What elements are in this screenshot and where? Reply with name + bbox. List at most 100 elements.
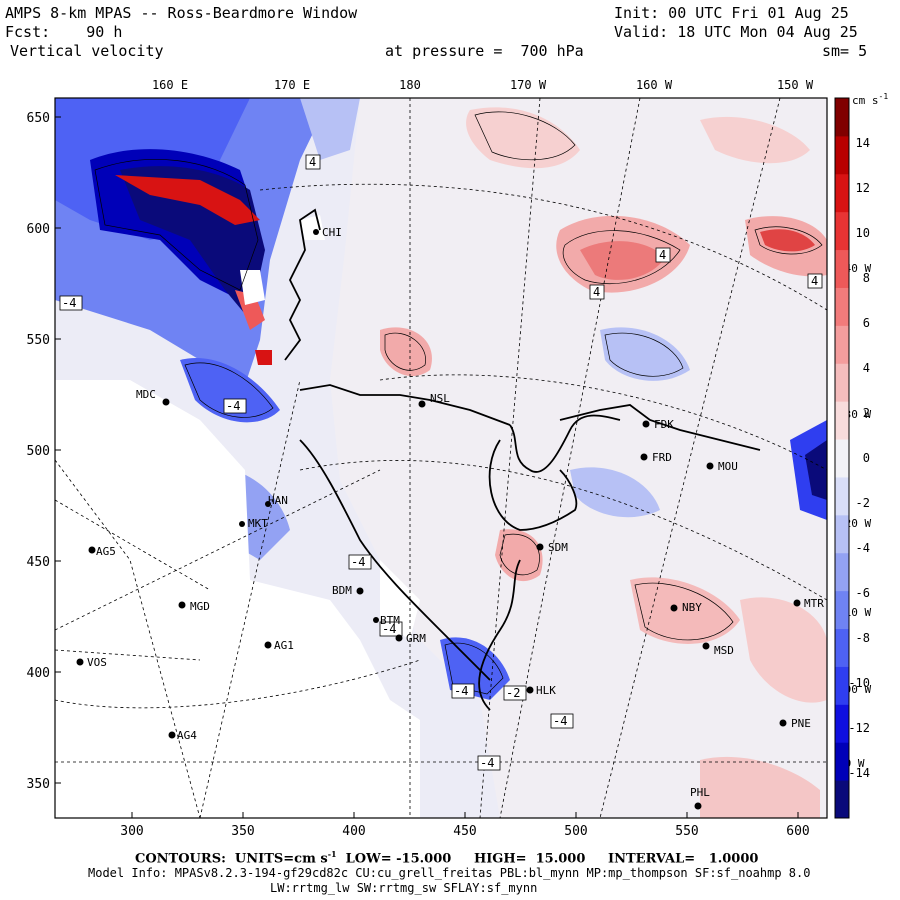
contours-units-exp: -1 xyxy=(327,849,337,859)
station-label: PHL xyxy=(690,786,710,799)
station-label: PNE xyxy=(791,717,811,730)
smoothing: sm= 5 xyxy=(822,42,868,60)
colorbar-tick-label: 6 xyxy=(863,316,870,330)
colorbar-swatch xyxy=(835,249,849,288)
colorbar-tick-label: -4 xyxy=(856,541,870,555)
colorbar-swatch xyxy=(835,742,849,781)
lon-label: 150 W xyxy=(777,78,814,92)
colorbar-swatch xyxy=(835,325,849,364)
x-tick-label: 350 xyxy=(231,824,254,839)
station-label: MKT xyxy=(248,517,268,530)
station-label: HLK xyxy=(536,684,556,697)
fcst-label: Fcst: xyxy=(5,23,51,41)
x-tick-label: 550 xyxy=(675,824,698,839)
colorbar-units: cm s-1 xyxy=(852,92,888,107)
colorbar-swatch xyxy=(835,590,849,630)
contour-label: -4 xyxy=(226,399,240,413)
contour-label: -4 xyxy=(351,555,365,569)
colorbar-swatch xyxy=(835,135,849,175)
pressure-level: at pressure = 700 hPa xyxy=(385,42,584,60)
colorbar-swatch xyxy=(835,287,849,326)
longitude-labels-top: 160 E 170 E 180 170 W 160 W 150 W xyxy=(152,78,814,92)
graticule xyxy=(54,97,828,819)
init-time: Init: 00 UTC Fri 01 Aug 25 xyxy=(614,4,849,22)
y-tick-label: 650 xyxy=(27,111,50,126)
contour-low: LOW= -15.000 xyxy=(345,851,452,867)
station-label: MDC xyxy=(136,388,156,401)
colorbar-swatch xyxy=(835,211,849,251)
y-tick-label: 350 xyxy=(27,777,50,792)
contour-label: -2 xyxy=(506,686,520,700)
lon-label: 170 E xyxy=(274,78,310,92)
colorbar-swatch xyxy=(835,401,849,440)
station-label: NSL xyxy=(430,392,450,405)
colorbar-swatch xyxy=(835,628,849,667)
station-label: FDK xyxy=(654,418,674,431)
forecast-label: Fcst: 90 h xyxy=(5,24,122,41)
y-tick-label: 500 xyxy=(27,444,50,459)
contour-info: CONTOURS: UNITS=cm s-1 LOW= -15.000 HIGH… xyxy=(135,849,758,866)
contour-label: -4 xyxy=(454,684,468,698)
model-info: Model Info: MPASv8.2.3-194-gf29cd82c CU:… xyxy=(88,866,811,880)
contour-label: -4 xyxy=(382,622,396,636)
contour-label: -4 xyxy=(553,714,567,728)
contour-label: 4 xyxy=(659,248,666,262)
station-label: CHI xyxy=(322,226,342,239)
contour-label: 4 xyxy=(811,274,818,288)
colorbar-tick-labels: 14 12 10 8 6 4 2 0 -2 -4 -6 -8 -10 -12 -14 xyxy=(848,136,870,780)
station-label: FRD xyxy=(652,451,672,464)
station-label: HAN xyxy=(268,494,288,507)
colorbar-tick-label: 14 xyxy=(856,136,870,150)
colorbar-swatch xyxy=(835,514,849,554)
valid-time: Valid: 18 UTC Mon 04 Aug 25 xyxy=(614,23,858,41)
station-label: AG5 xyxy=(96,545,116,558)
map-frame xyxy=(54,97,828,819)
colorbar-swatch xyxy=(835,704,849,743)
colorbar-tick-label: -10 xyxy=(848,676,870,690)
station-label: MTR xyxy=(804,597,824,610)
station-label: AG4 xyxy=(177,729,197,742)
contour-high: HIGH= 15.000 xyxy=(473,851,586,867)
station-label: BDM xyxy=(332,584,352,597)
colorbar-frame xyxy=(834,97,850,819)
station-label: GRM xyxy=(406,632,426,645)
station-label: MOU xyxy=(718,460,738,473)
contour-label: 4 xyxy=(309,155,316,169)
colorbar-swatch xyxy=(835,98,849,137)
station-label: AG1 xyxy=(274,639,294,652)
colorbar-tick-label: 12 xyxy=(856,181,870,195)
lon-label: 160 E xyxy=(152,78,188,92)
svg-text:cm s-1: cm s-1 xyxy=(852,92,888,107)
colorbar-tick-label: 2 xyxy=(863,406,870,420)
station-label: BTM xyxy=(380,614,400,627)
colorbar-swatch xyxy=(835,363,849,402)
station-label: SDM xyxy=(548,541,568,554)
colorbar-units-exp: -1 xyxy=(879,92,889,101)
contour-label: -4 xyxy=(62,296,76,310)
x-tick-label: 300 xyxy=(120,824,143,839)
coastline xyxy=(284,208,761,711)
lon-label: 180 xyxy=(399,78,421,92)
colorbar-swatch xyxy=(835,439,849,478)
colorbar-tick-label: -2 xyxy=(856,496,870,510)
contours xyxy=(94,111,823,695)
lon-label: 170 W xyxy=(510,78,547,92)
lon-label: 160 W xyxy=(636,78,673,92)
colorbar-units-text: cm s xyxy=(852,94,879,107)
colorbar-tick-label: -8 xyxy=(856,631,870,645)
colorbar-swatch xyxy=(835,476,849,516)
station-label: NBY xyxy=(682,601,702,614)
fcst-value: 90 h xyxy=(86,23,123,41)
contour-labels: 4 4 4 4 -4 -4 -4 -4 -4 -4 -4 -2 xyxy=(59,154,823,771)
x-axis-labels: 300 350 400 450 500 550 600 xyxy=(120,824,809,839)
colorbar-tick-label: 8 xyxy=(863,271,870,285)
axis-ticks xyxy=(55,116,799,818)
field-name: Vertical velocity xyxy=(10,42,164,60)
y-tick-label: 550 xyxy=(27,333,50,348)
colorbar-tick-label: 0 xyxy=(863,451,870,465)
colorbar-swatch xyxy=(835,666,849,705)
contours-units: CONTOURS: UNITS=cm s xyxy=(135,851,328,867)
x-tick-label: 600 xyxy=(786,824,809,839)
vertical-velocity-field xyxy=(55,98,827,818)
